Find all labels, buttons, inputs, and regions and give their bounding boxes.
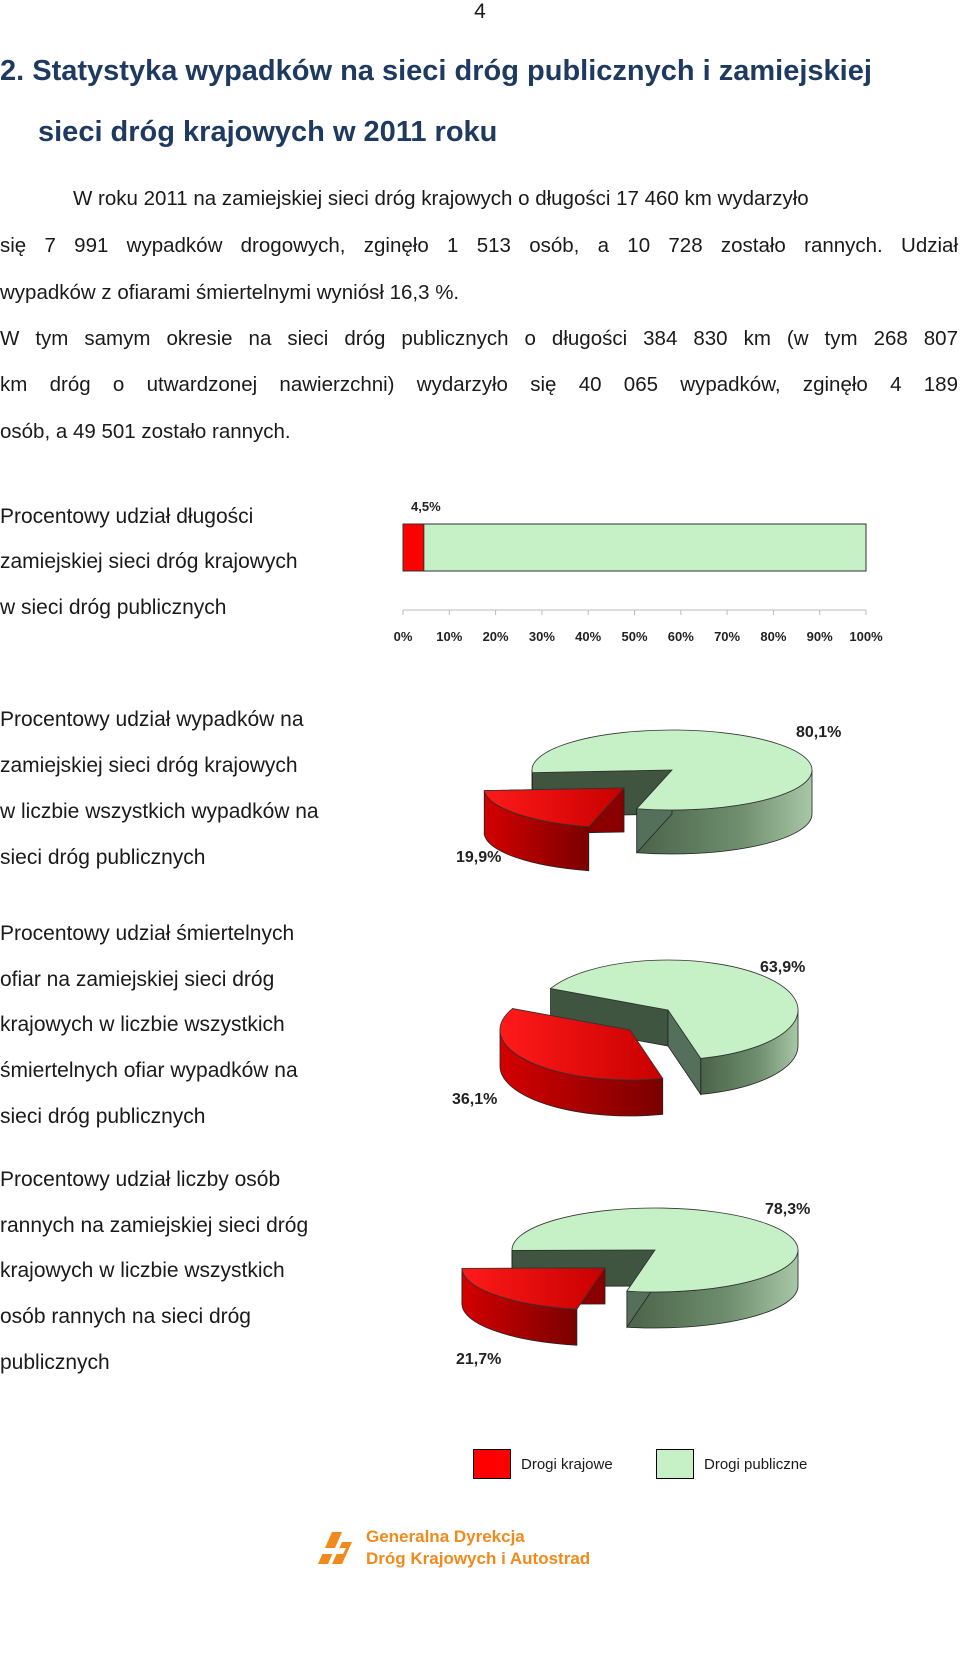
chart-1-tick-label: 70%: [714, 629, 740, 644]
chart-1-caption-line: w sieci dróg publicznych: [0, 596, 227, 619]
legend-swatch-publiczne: [656, 1449, 694, 1479]
chart-1-tick-label: 20%: [483, 629, 509, 644]
footer-logo: Generalna Dyrekcja Dróg Krajowych i Auto…: [312, 1526, 590, 1570]
footer-logo-text: Generalna Dyrekcja Dróg Krajowych i Auto…: [366, 1526, 590, 1570]
chart-1-tick-label: 60%: [668, 629, 694, 644]
chart-4-caption-line: osób rannych na sieci dróg: [0, 1305, 251, 1328]
chart-4-caption-line: rannych na zamiejskiej sieci dróg: [0, 1214, 309, 1237]
paragraph-1-line-2: się 7 991 wypadków drogowych, zginęło 1 …: [0, 234, 958, 257]
chart-3-caption-line: krajowych w liczbie wszystkich: [0, 1013, 285, 1036]
chart-1-tick-label: 100%: [849, 629, 883, 644]
chart-1-caption-line: zamiejskiej sieci dróg krajowych: [0, 550, 298, 573]
chart-2-caption-line: Procentowy udział wypadków na: [0, 708, 304, 731]
chart-2-data-label-publiczne: 80,1%: [796, 724, 841, 741]
chart-1-tick-label: 0%: [394, 629, 413, 644]
chart-3-caption-line: Procentowy udział śmiertelnych: [0, 922, 295, 945]
legend-swatch-krajowe: [473, 1449, 511, 1479]
chart-1-tick-label: 30%: [529, 629, 555, 644]
chart-3-data-label-krajowe: 36,1%: [452, 1091, 497, 1108]
chart-3-caption-line: śmiertelnych ofiar wypadków na: [0, 1059, 298, 1082]
chart-1-tick-label: 80%: [760, 629, 786, 644]
legend-item-krajowe: Drogi krajowe: [473, 1449, 613, 1479]
chart-4-data-label-krajowe: 21,7%: [456, 1351, 501, 1368]
footer-line-2: Dróg Krajowych i Autostrad: [366, 1549, 591, 1568]
legend-label: Drogi krajowe: [521, 1455, 613, 1473]
chart-1-data-label: 4,5%: [411, 499, 441, 514]
chart-4-caption-line: krajowych w liczbie wszystkich: [0, 1259, 285, 1282]
legend-label: Drogi publiczne: [704, 1455, 808, 1473]
paragraph-1-line-1: W roku 2011 na zamiejskiej sieci dróg kr…: [73, 187, 809, 210]
chart-3-caption-line: sieci dróg publicznych: [0, 1105, 206, 1128]
section-heading-line-1: 2. Statystyka wypadków na sieci dróg pub…: [0, 55, 872, 87]
chart-2-data-label-krajowe: 19,9%: [456, 849, 501, 866]
chart-1-tick-label: 40%: [575, 629, 601, 644]
section-heading-line-2: sieci dróg krajowych w 2011 roku: [38, 116, 498, 148]
chart-4-slice-krajowe: [461, 1267, 606, 1310]
chart-1-caption-line: Procentowy udział długości: [0, 505, 254, 528]
chart-4-data-label-publiczne: 78,3%: [765, 1201, 810, 1218]
paragraph-2-line-1: W tym samym okresie na sieci dróg public…: [0, 327, 958, 350]
page-number: 4: [474, 0, 486, 23]
chart-2-slice-krajowe: [483, 787, 625, 828]
chart-2-caption-line: sieci dróg publicznych: [0, 846, 206, 869]
chart-3-slice-krajowe: [499, 1008, 664, 1081]
chart-4-caption-line: Procentowy udział liczby osób: [0, 1168, 281, 1191]
chart-3-data-label-publiczne: 63,9%: [760, 959, 805, 976]
chart-1-bar-segment: [402, 523, 425, 572]
paragraph-2-line-2: km dróg o utwardzonej nawierzchni) wydar…: [0, 373, 958, 396]
chart-2-caption-line: w liczbie wszystkich wypadków na: [0, 800, 319, 823]
chart-2-slice-publiczne: [531, 729, 813, 811]
footer-line-1: Generalna Dyrekcja: [366, 1527, 525, 1546]
chart-1-tick-label: 10%: [436, 629, 462, 644]
legend-item-publiczne: Drogi publiczne: [656, 1449, 807, 1479]
chart-3-caption-line: ofiar na zamiejskiej sieci dróg: [0, 968, 275, 991]
chart-1-bar-segment: [423, 523, 867, 572]
chart-4-caption-line: publicznych: [0, 1351, 110, 1374]
chart-1-tick-label: 90%: [807, 629, 833, 644]
chart-1-tick-label: 50%: [621, 629, 647, 644]
paragraph-2-line-3: osób, a 49 501 zostało rannych.: [0, 420, 291, 443]
chart-4-slice-publiczne: [511, 1207, 799, 1293]
paragraph-1-line-3: wypadków z ofiarami śmiertelnymi wyniósł…: [0, 281, 460, 304]
chart-3-slice-publiczne: [549, 959, 799, 1059]
gddkia-logo-icon: [318, 1532, 352, 1564]
chart-2-caption-line: zamiejskiej sieci dróg krajowych: [0, 754, 298, 777]
